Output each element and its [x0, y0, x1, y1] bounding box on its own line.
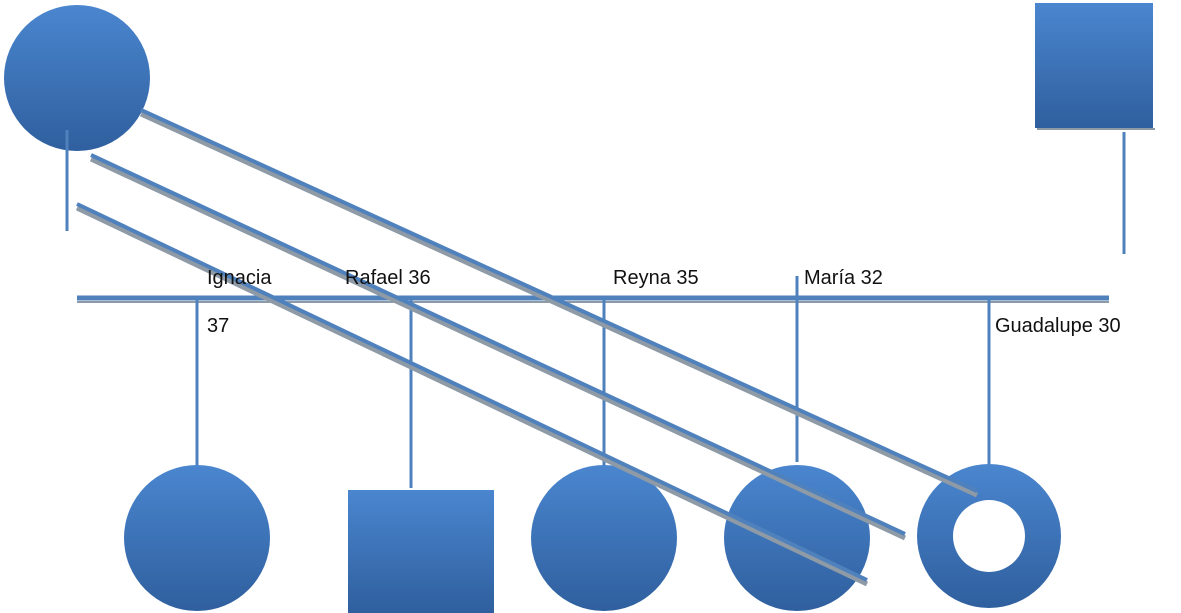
diagonal-line-shadow [139, 111, 979, 498]
child-guadalupe-ring-icon [917, 464, 1061, 608]
label-ignacia-name: Ignacia [207, 267, 272, 289]
label-maria: María 32 [804, 267, 883, 289]
child-reyna-circle-icon [531, 465, 677, 611]
diagonal-line-shadow [75, 205, 869, 587]
child-rafael-square-icon [348, 490, 494, 613]
label-rafael: Rafael 36 [345, 267, 431, 289]
label-guadalupe: Guadalupe 30 [995, 315, 1121, 337]
diagonal-line [90, 153, 906, 536]
father-square-icon [1035, 3, 1153, 128]
diagonal-line [76, 202, 868, 582]
mother-circle-icon [4, 5, 150, 151]
diagonal-line-shadow [89, 156, 907, 541]
label-ignacia-age: 37 [207, 315, 230, 337]
child-ignacia-circle-icon [124, 465, 270, 611]
label-reyna: Reyna 35 [613, 267, 699, 289]
diagonal-line [140, 108, 978, 493]
